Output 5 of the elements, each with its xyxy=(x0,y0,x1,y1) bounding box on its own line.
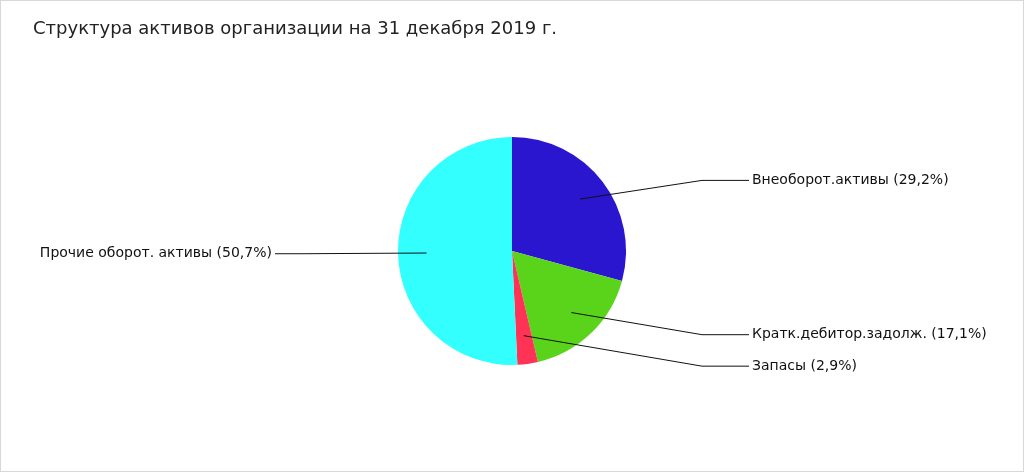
slice-label: Прочие оборот. активы (50,7%) xyxy=(39,244,272,261)
slice-label: Кратк.дебитор.задолж. (17,1%) xyxy=(752,325,987,342)
chart-title: Структура активов организации на 31 декабря 2019 г. xyxy=(33,17,558,38)
slice-label: Запасы (2,9%) xyxy=(752,356,857,373)
slice-label: Внеоборот.активы (29,2%) xyxy=(752,171,949,188)
